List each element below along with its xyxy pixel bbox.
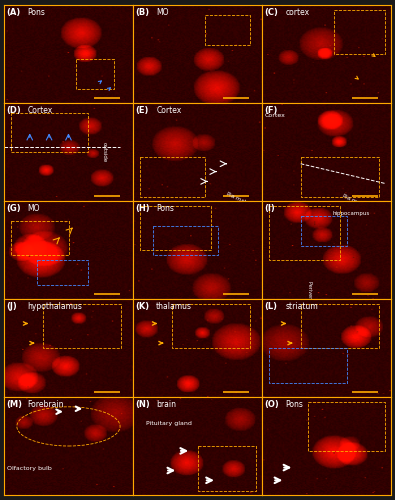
Text: Cortex: Cortex — [27, 106, 53, 115]
Text: (L): (L) — [265, 302, 278, 311]
Text: hippocampus: hippocampus — [333, 211, 370, 216]
Bar — [75, 60, 114, 89]
Text: (N): (N) — [135, 400, 150, 409]
Bar — [43, 304, 121, 348]
Text: (M): (M) — [7, 400, 23, 409]
Text: Pons: Pons — [285, 400, 303, 409]
Text: (O): (O) — [265, 400, 279, 409]
Text: (D): (D) — [7, 106, 21, 115]
Bar — [172, 304, 250, 348]
Text: MO: MO — [156, 8, 169, 17]
Bar — [140, 206, 211, 250]
Text: (H): (H) — [135, 204, 150, 213]
Bar — [308, 402, 385, 452]
Bar — [269, 348, 346, 383]
Bar — [301, 216, 346, 246]
Text: Pia mater: Pia mater — [226, 191, 252, 207]
Text: Pons: Pons — [27, 8, 45, 17]
Bar — [140, 158, 205, 196]
Text: Forebrain: Forebrain — [27, 400, 64, 409]
Text: (F): (F) — [265, 106, 278, 115]
Text: (C): (C) — [265, 8, 278, 17]
Text: Cortex: Cortex — [156, 106, 181, 115]
Bar — [198, 446, 256, 490]
Bar — [153, 226, 218, 256]
Text: Pons: Pons — [156, 204, 174, 213]
Text: brain: brain — [156, 400, 176, 409]
Text: (J): (J) — [7, 302, 17, 311]
Text: (G): (G) — [7, 204, 21, 213]
Bar — [269, 206, 340, 260]
Bar — [37, 260, 88, 285]
Text: Periventricular membrane: Periventricular membrane — [307, 282, 312, 346]
Bar — [205, 16, 250, 44]
Bar — [334, 10, 385, 54]
Text: (K): (K) — [135, 302, 150, 311]
Text: hypothalamus: hypothalamus — [27, 302, 82, 311]
Text: Cortex: Cortex — [265, 113, 286, 118]
Text: Pia mater: Pia mater — [342, 193, 368, 209]
Text: (A): (A) — [7, 8, 21, 17]
Text: (B): (B) — [135, 8, 150, 17]
Bar — [11, 114, 88, 152]
Text: (E): (E) — [135, 106, 149, 115]
Text: Olfactory bulb: Olfactory bulb — [7, 466, 51, 470]
Text: MO: MO — [27, 204, 40, 213]
Bar — [11, 221, 69, 256]
Text: outside: outside — [102, 142, 107, 162]
Text: striatum: striatum — [285, 302, 318, 311]
Text: cortex: cortex — [285, 8, 309, 17]
Bar — [301, 304, 379, 348]
Text: (I): (I) — [265, 204, 275, 213]
Text: thalamus: thalamus — [156, 302, 192, 311]
Bar — [301, 158, 379, 196]
Text: Pituitary gland: Pituitary gland — [146, 422, 192, 426]
